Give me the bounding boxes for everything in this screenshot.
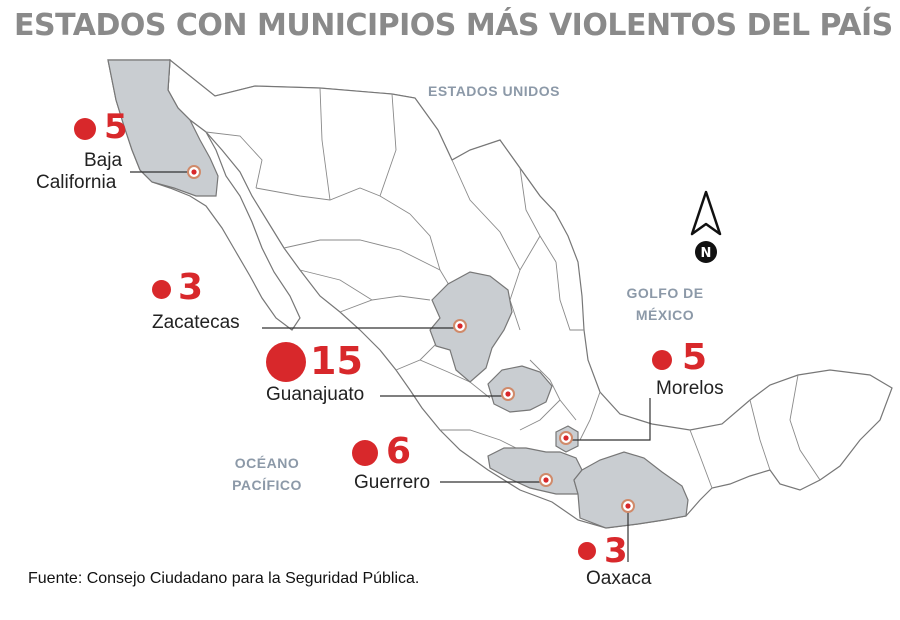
count-zacatecas: 3 bbox=[178, 267, 204, 308]
marker-baja-california bbox=[187, 165, 201, 179]
marker-oaxaca bbox=[621, 499, 635, 513]
label-gulf-line1: GOLFO DE bbox=[626, 285, 704, 301]
state-label-guerrero: Guerrero bbox=[354, 472, 431, 493]
map-title: ESTADOS CON MUNICIPIOS MÁS VIOLENTOS DEL… bbox=[14, 8, 893, 43]
label-pacific: OCÉANO PACÍFICO bbox=[222, 452, 312, 496]
marker-zacatecas bbox=[453, 319, 467, 333]
count-morelos: 5 bbox=[682, 337, 708, 378]
count-guanajuato: 15 bbox=[310, 339, 363, 383]
count-baja-california: 5 bbox=[104, 107, 128, 147]
state-label-zacatecas: Zacatecas bbox=[152, 312, 240, 333]
state-borders bbox=[205, 87, 821, 489]
label-usa: ESTADOS UNIDOS bbox=[428, 83, 560, 99]
count-dot-zacatecas bbox=[152, 280, 171, 299]
state-markers bbox=[187, 165, 635, 513]
state-guerrero bbox=[487, 447, 583, 495]
mexico-outline bbox=[167, 58, 893, 529]
label-gulf-line2: MÉXICO bbox=[635, 307, 695, 323]
state-label-morelos: Morelos bbox=[656, 378, 724, 399]
compass-icon: N bbox=[690, 190, 722, 263]
count-dot-guerrero bbox=[352, 440, 378, 466]
state-label-guanajuato: Guanajuato bbox=[266, 384, 365, 405]
source-note: Fuente: Consejo Ciudadano para la Seguri… bbox=[28, 570, 420, 587]
label-pacific-line2: PACÍFICO bbox=[232, 477, 302, 493]
count-dot-oaxaca bbox=[578, 542, 596, 560]
label-gulf: GOLFO DE MÉXICO bbox=[620, 282, 710, 326]
count-dot-guanajuato bbox=[266, 342, 306, 382]
leader-lines bbox=[130, 171, 651, 562]
state-label-baja-line2: California bbox=[36, 172, 117, 193]
compass-letter: N bbox=[701, 246, 712, 261]
state-label-baja-line1: Baja bbox=[84, 150, 123, 171]
state-guanajuato bbox=[487, 365, 553, 413]
state-baja-california bbox=[107, 59, 219, 197]
label-pacific-line1: OCÉANO bbox=[234, 455, 300, 471]
count-dot-baja-california bbox=[74, 118, 96, 140]
marker-guerrero bbox=[539, 473, 553, 487]
state-zacatecas bbox=[429, 271, 513, 383]
state-label-oaxaca: Oaxaca bbox=[586, 568, 652, 589]
state-oaxaca bbox=[573, 451, 689, 529]
count-guerrero: 6 bbox=[386, 431, 412, 472]
count-dot-morelos bbox=[652, 350, 672, 370]
count-oaxaca: 3 bbox=[604, 531, 628, 571]
marker-morelos bbox=[559, 431, 573, 445]
marker-guanajuato bbox=[501, 387, 515, 401]
